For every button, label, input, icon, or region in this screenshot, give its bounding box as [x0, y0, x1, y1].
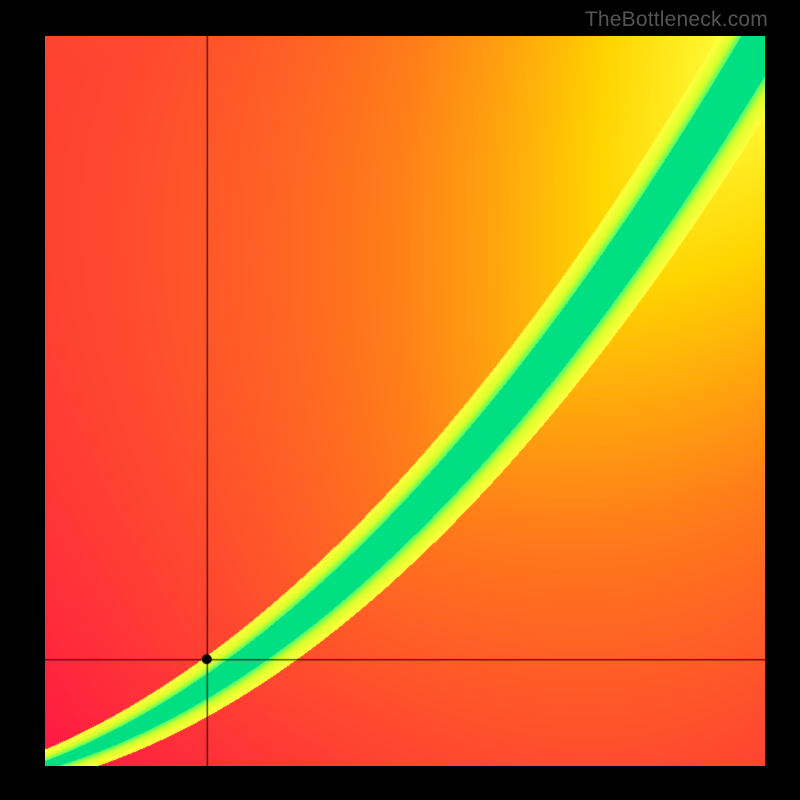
- bottleneck-heatmap: [45, 36, 765, 766]
- watermark-text: TheBottleneck.com: [585, 8, 768, 32]
